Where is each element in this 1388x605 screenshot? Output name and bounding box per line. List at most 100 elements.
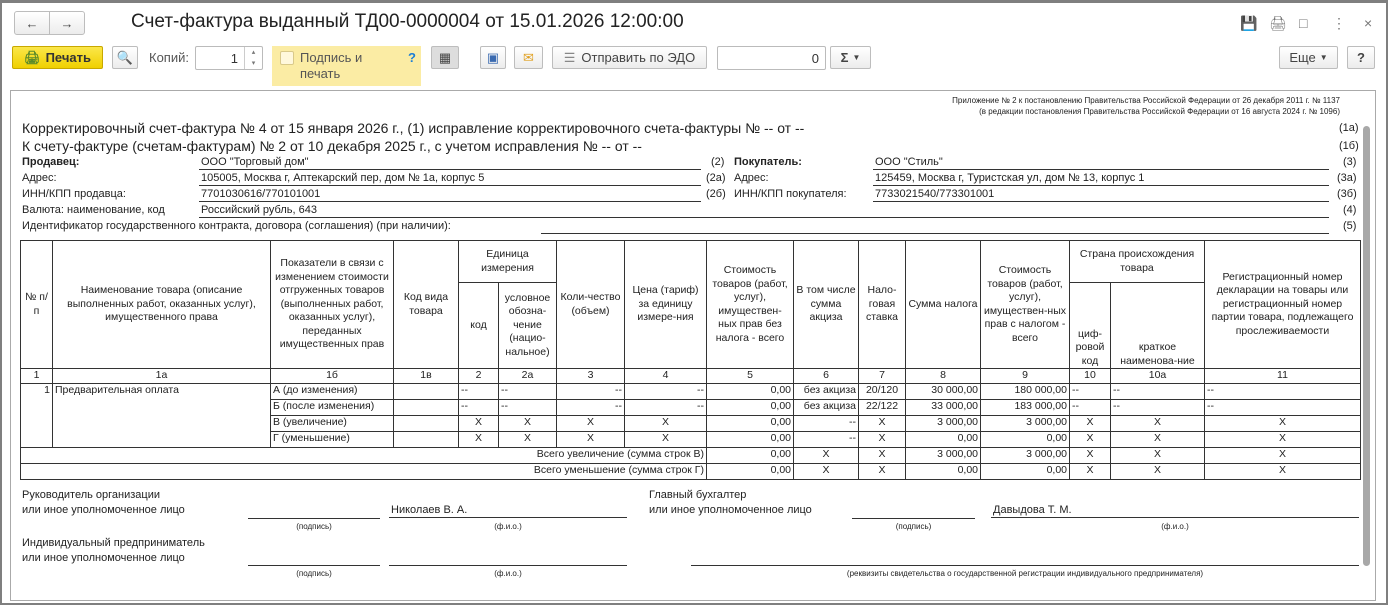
- help-tooltip-icon[interactable]: ?: [408, 50, 416, 65]
- more-button[interactable]: Еще ▼: [1279, 46, 1338, 69]
- table-cell: Х: [624, 430, 707, 448]
- table-cell: Х: [858, 446, 906, 464]
- table-cell: Х: [1110, 446, 1205, 464]
- edit-table-button[interactable]: ▦: [431, 46, 459, 69]
- totals-row: Всего уменьшение (сумма строк Г) 0,00 Х Х 0,…: [20, 462, 1361, 480]
- table-cell: 33 000,00: [905, 398, 981, 416]
- save-icon[interactable]: 💾: [1240, 15, 1258, 31]
- ip-requisites-line: [691, 565, 1359, 566]
- table-cell: 183 000,00: [980, 398, 1070, 416]
- col-header-excise: В том числе сумма акциза: [793, 240, 859, 369]
- send-edo-button[interactable]: ☰ Отправить по ЭДО: [552, 46, 707, 69]
- chevron-down-icon: ▼: [1319, 53, 1328, 62]
- column-number: 6: [793, 368, 859, 384]
- currency-label: Валюта: наименование, код: [22, 204, 165, 216]
- table-cell: 0,00: [706, 382, 794, 400]
- close-icon[interactable]: ×: [1364, 15, 1373, 31]
- sum-field[interactable]: 0: [717, 46, 826, 70]
- table-cell: Х: [858, 462, 906, 480]
- more-menu-icon[interactable]: ⋮: [1332, 15, 1346, 31]
- table-cell: 0,00: [706, 398, 794, 416]
- table-cell: Х: [556, 430, 625, 448]
- table-cell: --: [458, 382, 499, 400]
- col-header-country-code: циф-ровой код: [1069, 282, 1111, 369]
- totals-row: Всего увеличение (сумма строк В) 0,00 Х Х 3 …: [20, 446, 1361, 464]
- table-cell: --: [458, 398, 499, 416]
- table-cell: --: [556, 382, 625, 400]
- vertical-scroll-thumb[interactable]: [1363, 126, 1370, 566]
- save-button[interactable]: ▣: [480, 46, 506, 69]
- appendix-edition-note: (в редакции постановления Правительства …: [979, 107, 1340, 116]
- col-header-country: Страна происхождения товара: [1069, 240, 1205, 283]
- column-number: 4: [624, 368, 707, 384]
- chevron-down-icon: ▼: [852, 53, 861, 62]
- table-cell: 3 000,00: [905, 446, 981, 464]
- table-cell: --: [1069, 398, 1111, 416]
- table-cell: 3 000,00: [905, 414, 981, 432]
- preview-icon[interactable]: □: [1299, 15, 1308, 31]
- fio-caption: (ф.и.о.): [1161, 522, 1189, 531]
- forward-button[interactable]: →: [49, 11, 85, 35]
- item-name: Предварительная оплата: [52, 382, 271, 448]
- base-invoice-heading: К счету-фактуре (счетам-фактурам) № 2 от…: [22, 138, 642, 154]
- email-button[interactable]: ✉: [514, 46, 543, 69]
- accountant-label-1: Главный бухгалтер: [649, 489, 747, 501]
- col-header-num: № п/п: [20, 240, 53, 369]
- column-number: 1в: [393, 368, 459, 384]
- col-header-cost: Стоимость товаров (работ, услуг), имущес…: [706, 240, 794, 369]
- table-cell: Х: [1069, 430, 1111, 448]
- vertical-scrollbar[interactable]: [1362, 96, 1371, 576]
- code-1b: (1б): [1339, 140, 1359, 152]
- table-cell: --: [624, 398, 707, 416]
- preview-button[interactable]: 🔍: [112, 46, 138, 69]
- column-number: 2: [458, 368, 499, 384]
- column-number: 1а: [52, 368, 271, 384]
- col-header-unit: Единица измерения: [458, 240, 557, 283]
- buyer-address-value: 125459, Москва г, Туристская ул, дом № 1…: [873, 172, 1329, 186]
- print-icon[interactable]: 🖨: [1269, 15, 1287, 31]
- table-cell: 3 000,00: [980, 446, 1070, 464]
- accountant-name: Давыдова Т. М.: [991, 504, 1359, 518]
- sigma-icon: Σ: [840, 50, 849, 65]
- print-button[interactable]: 🖨 Печать: [12, 46, 103, 69]
- table-edit-icon: ▦: [438, 49, 452, 65]
- table-cell: 0,00: [905, 462, 981, 480]
- table-cell: Х: [458, 414, 499, 432]
- accountant-signature-line: [852, 518, 975, 519]
- signature-caption: (подпись): [296, 522, 332, 531]
- table-cell: --: [1110, 382, 1205, 400]
- table-cell: [393, 430, 459, 448]
- fio-caption: (ф.и.о.): [494, 569, 522, 578]
- table-cell: Х: [1069, 446, 1111, 464]
- table-cell: Х: [498, 430, 557, 448]
- copies-stepper[interactable]: 1 ▴ ▾: [195, 46, 263, 70]
- col-header-reg: Регистрационный номер декларации на това…: [1204, 240, 1361, 369]
- table-row: Б (после изменения) -- -- -- -- 0,00 без акциз…: [21, 398, 1361, 416]
- table-cell: 30 000,00: [905, 382, 981, 400]
- table-cell: В (увеличение): [270, 414, 394, 432]
- sign-print-checkbox[interactable]: [280, 51, 294, 65]
- col-header-country-name: краткое наименова-ние: [1110, 282, 1205, 369]
- table-cell: 0,00: [980, 430, 1070, 448]
- table-cell: --: [624, 382, 707, 400]
- seller-address-value: 105005, Москва г, Аптекарский пер, дом №…: [199, 172, 701, 186]
- table-cell: --: [1069, 382, 1111, 400]
- help-button[interactable]: ?: [1347, 46, 1375, 69]
- col-header-tax: Сумма налога: [905, 240, 981, 369]
- table-cell: --: [1204, 382, 1361, 400]
- table-row: Г (уменьшение) Х Х Х Х 0,00 -- Х 0,00 0,00 Х Х Х: [21, 430, 1361, 448]
- item-number: 1: [20, 382, 53, 448]
- table-cell: 22/122: [858, 398, 906, 416]
- envelope-icon: ✉: [523, 49, 534, 65]
- column-number: 1: [20, 368, 53, 384]
- table-cell: 0,00: [706, 462, 794, 480]
- seller-address-label: Адрес:: [22, 172, 57, 184]
- column-number: 11: [1204, 368, 1361, 384]
- accountant-label-2: или иное уполномоченное лицо: [649, 504, 812, 516]
- col-header-indicators: Показатели в связи с изменением стоимост…: [270, 240, 394, 369]
- back-button[interactable]: ←: [14, 11, 50, 35]
- sum-dropdown-button[interactable]: Σ ▼: [830, 46, 871, 69]
- table-cell: 0,00: [706, 414, 794, 432]
- stepper-arrows-icon[interactable]: ▴ ▾: [244, 47, 262, 69]
- table-cell: --: [793, 430, 859, 448]
